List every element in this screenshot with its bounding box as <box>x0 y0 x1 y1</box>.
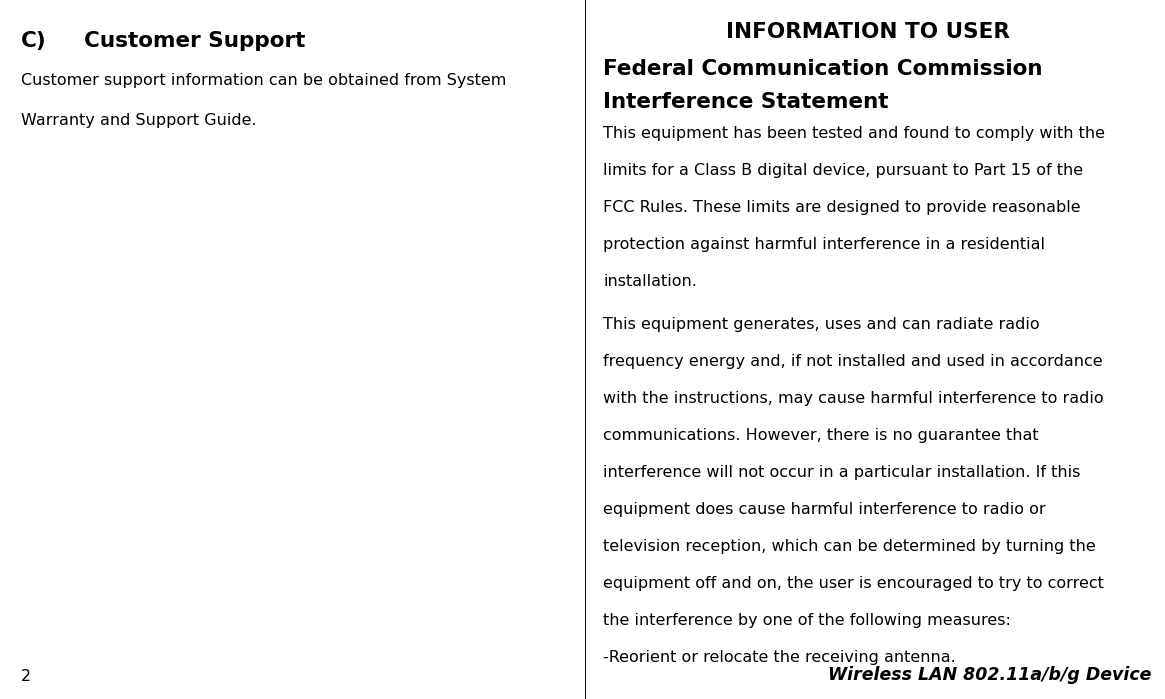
Text: FCC Rules. These limits are designed to provide reasonable: FCC Rules. These limits are designed to … <box>603 200 1081 215</box>
Text: Customer support information can be obtained from System: Customer support information can be obta… <box>21 73 507 88</box>
Text: Customer Support: Customer Support <box>84 31 305 52</box>
Text: equipment off and on, the user is encouraged to try to correct: equipment off and on, the user is encour… <box>603 576 1104 591</box>
Text: protection against harmful interference in a residential: protection against harmful interference … <box>603 237 1045 252</box>
Text: -Reorient or relocate the receiving antenna.: -Reorient or relocate the receiving ante… <box>603 650 956 665</box>
Text: This equipment generates, uses and can radiate radio: This equipment generates, uses and can r… <box>603 317 1040 331</box>
Text: the interference by one of the following measures:: the interference by one of the following… <box>603 613 1011 628</box>
Text: limits for a Class B digital device, pursuant to Part 15 of the: limits for a Class B digital device, pur… <box>603 163 1083 178</box>
Text: C): C) <box>21 31 47 52</box>
Text: installation.: installation. <box>603 274 698 289</box>
Text: equipment does cause harmful interference to radio or: equipment does cause harmful interferenc… <box>603 502 1046 517</box>
Text: Federal Communication Commission: Federal Communication Commission <box>603 59 1043 80</box>
Text: interference will not occur in a particular installation. If this: interference will not occur in a particu… <box>603 465 1081 480</box>
Text: Warranty and Support Guide.: Warranty and Support Guide. <box>21 113 256 128</box>
Text: Wireless LAN 802.11a/b/g Device: Wireless LAN 802.11a/b/g Device <box>827 665 1151 684</box>
Text: television reception, which can be determined by turning the: television reception, which can be deter… <box>603 539 1096 554</box>
Text: Interference Statement: Interference Statement <box>603 92 889 113</box>
Text: INFORMATION TO USER: INFORMATION TO USER <box>726 22 1010 43</box>
Text: with the instructions, may cause harmful interference to radio: with the instructions, may cause harmful… <box>603 391 1104 405</box>
Text: communications. However, there is no guarantee that: communications. However, there is no gua… <box>603 428 1039 442</box>
Text: 2: 2 <box>21 669 31 684</box>
Text: This equipment has been tested and found to comply with the: This equipment has been tested and found… <box>603 126 1106 140</box>
Text: frequency energy and, if not installed and used in accordance: frequency energy and, if not installed a… <box>603 354 1103 368</box>
